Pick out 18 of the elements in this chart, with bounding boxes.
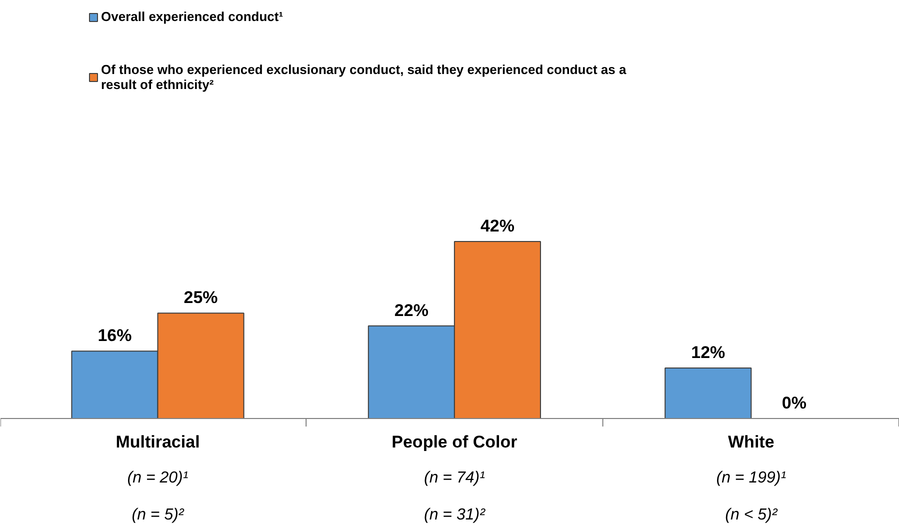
data-label: 25% [184,288,218,308]
data-label: 12% [691,342,726,362]
data-label: 42% [480,216,514,236]
data-label: 22% [394,300,428,320]
x-tick-label: People of Color [392,432,518,452]
text: (n = 31)² [424,506,486,524]
legend-label: Of those who experienced exclusionary conduct, said they experienced conduct as a result of ethnicity² [101,62,626,92]
text: (n = 20)¹ [127,470,188,487]
data-label: 16% [98,326,132,346]
legend-label: Overall experienced conduct¹ [101,9,284,24]
x-tick-label: Multiracial [116,432,200,452]
text: (n = 74)¹ [424,470,485,487]
x-tick-label: White [728,432,774,452]
text: (n = 5)² [132,506,184,524]
text: (n < 5)² [725,506,778,524]
text: (n = 199)¹ [716,470,786,487]
data-label: 0% [782,394,806,413]
bar [664,367,752,420]
